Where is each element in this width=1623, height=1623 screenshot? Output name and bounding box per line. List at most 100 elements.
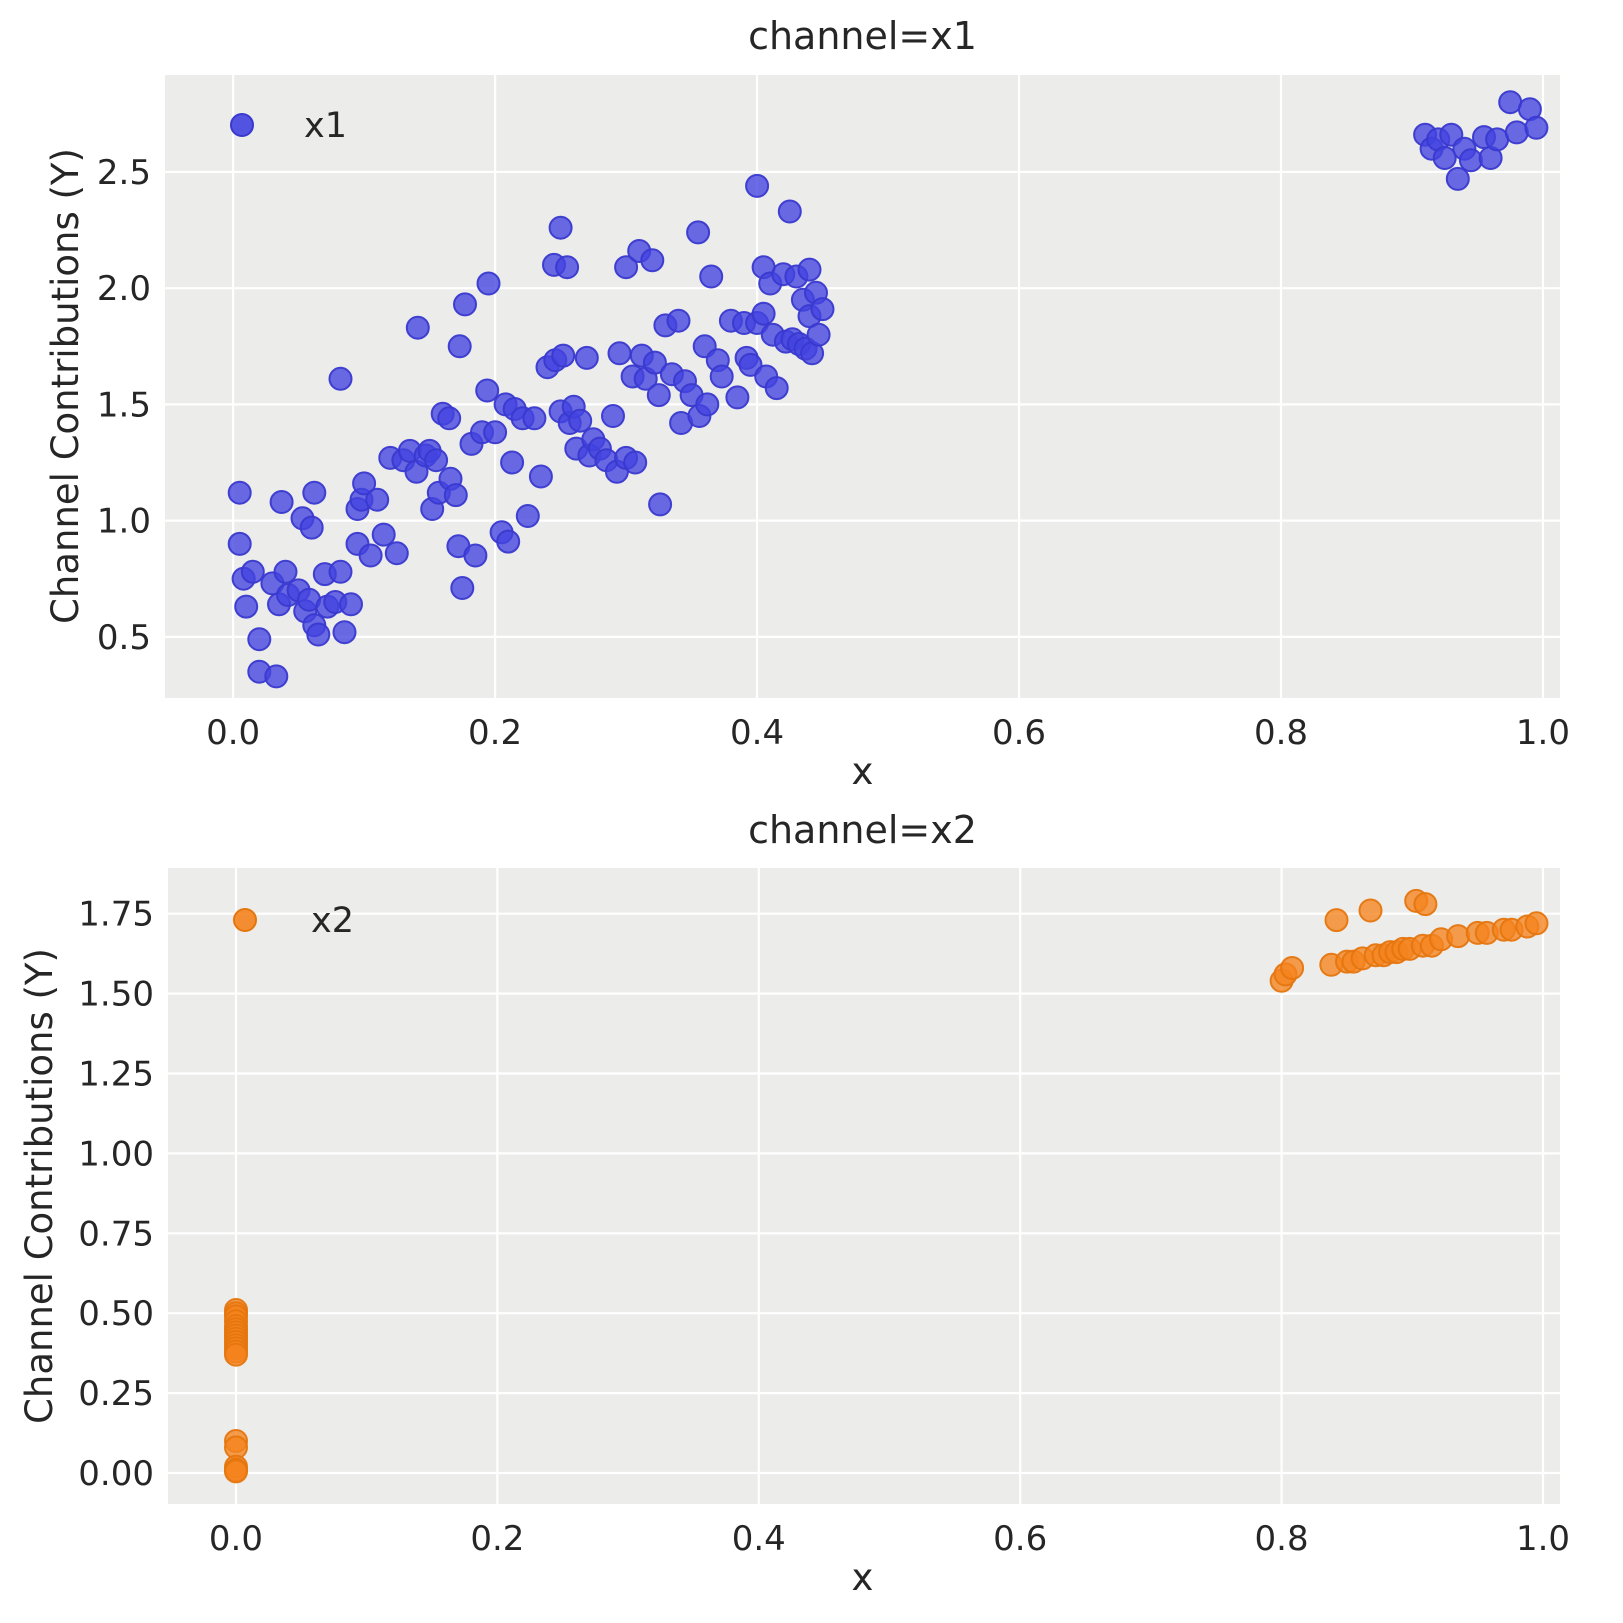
scatter-point-x1 xyxy=(450,576,475,600)
scatter-point-x1 xyxy=(352,471,377,496)
y-tick-label: 1.50 xyxy=(78,975,154,1015)
scatter-point-x1 xyxy=(447,334,472,359)
y-tick-label: 1.5 xyxy=(97,385,151,425)
scatter-point-x1 xyxy=(264,664,289,689)
scatter-point-x1 xyxy=(614,255,639,280)
scatter-point-x1 xyxy=(1498,90,1523,115)
x-tick-label: 0.8 xyxy=(1254,713,1308,753)
scatter-point-x1 xyxy=(500,450,525,475)
scatter-point-x1 xyxy=(496,529,521,554)
x-tick-label: 1.0 xyxy=(1516,713,1570,753)
scatter-point-x1 xyxy=(797,257,822,282)
y-tick-label: 0.50 xyxy=(78,1294,154,1334)
scatter-point-x1 xyxy=(269,490,294,514)
plot-area xyxy=(165,75,1560,698)
scatter-point-x1 xyxy=(522,406,547,431)
chart-title-x2: channel=x2 xyxy=(748,808,977,852)
scatter-point-x1 xyxy=(328,559,353,584)
scatter-point-x1 xyxy=(648,492,673,517)
scatter-point-x1 xyxy=(515,504,540,528)
y-tick-label: 2.5 xyxy=(97,153,151,193)
scatter-point-x1 xyxy=(623,450,648,475)
scatter-point-x1 xyxy=(695,392,720,417)
x-tick-label: 0.4 xyxy=(730,713,784,753)
scatter-point-x1 xyxy=(339,592,363,617)
scatter-point-x1 xyxy=(476,271,501,296)
scatter-point-x1 xyxy=(642,350,667,375)
scatter-point-x1 xyxy=(666,308,691,333)
scatter-point-x2 xyxy=(1280,956,1305,980)
scatter-point-x1 xyxy=(810,297,835,322)
scatter-point-x1 xyxy=(227,480,252,505)
scatter-point-x2 xyxy=(1358,898,1383,923)
scatter-point-x1 xyxy=(306,622,331,647)
y-axis-label-top: Channel Contributions (Y) xyxy=(44,148,87,624)
scatter-point-x1 xyxy=(640,248,665,273)
scatter-point-x1 xyxy=(806,322,831,347)
scatter-point-x1 xyxy=(247,627,272,652)
x-tick-label: 0.0 xyxy=(206,713,260,753)
scatter-point-x2 xyxy=(1413,892,1438,917)
scatter-point-x1 xyxy=(607,341,632,366)
scatter-point-x1 xyxy=(240,559,265,584)
y-tick-label: 1.25 xyxy=(78,1055,154,1095)
scatter-point-x1 xyxy=(751,301,776,326)
scatter-point-x1 xyxy=(528,464,553,489)
legend-marker-x2 xyxy=(233,908,257,932)
scatter-point-x2 xyxy=(1446,924,1471,949)
x-tick-label: 1.0 xyxy=(1516,1519,1570,1559)
x-axis-label-bottom: x xyxy=(851,1556,874,1599)
scatter-point-x1 xyxy=(384,541,409,566)
scatter-point-x1 xyxy=(777,199,802,224)
scatter-point-x1 xyxy=(358,543,383,568)
scatter-point-x1 xyxy=(483,420,508,445)
scatter-point-x2 xyxy=(1524,911,1549,936)
scatter-point-x1 xyxy=(725,385,750,410)
scatter-point-x1 xyxy=(1485,127,1510,152)
scatter-point-x1 xyxy=(328,366,353,391)
scatter-point-x1 xyxy=(686,220,711,245)
legend-label-x2: x2 xyxy=(311,901,354,941)
x-tick-label: 0.4 xyxy=(732,1519,786,1559)
scatter-point-x1 xyxy=(424,448,449,473)
y-tick-label: 0.25 xyxy=(78,1374,154,1414)
scatter-point-x1 xyxy=(332,620,357,645)
x-tick-label: 0.6 xyxy=(993,1519,1047,1559)
y-tick-label: 1.0 xyxy=(97,502,151,542)
scatter-point-x1 xyxy=(1458,148,1483,173)
y-tick-label: 0.75 xyxy=(78,1214,154,1254)
scatter-point-x1 xyxy=(365,487,390,512)
y-tick-label: 2.0 xyxy=(97,269,151,309)
y-tick-label: 0.00 xyxy=(78,1454,154,1494)
scatter-point-x1 xyxy=(227,531,252,556)
scatter-point-x1 xyxy=(463,543,488,568)
y-axis-label-bottom: Channel Contributions (Y) xyxy=(18,948,61,1424)
x-tick-label: 0.6 xyxy=(992,713,1046,753)
scatter-point-x2 xyxy=(224,1459,248,1484)
y-tick-label: 1.00 xyxy=(78,1134,154,1174)
x-tick-label: 0.2 xyxy=(468,713,522,753)
x-axis-label-top: x xyxy=(851,750,874,793)
y-tick-label: 1.75 xyxy=(78,895,154,935)
chart-title-x1: channel=x1 xyxy=(748,14,977,58)
x-tick-label: 0.8 xyxy=(1255,1519,1309,1559)
scatter-point-x1 xyxy=(299,515,324,540)
scatter-point-x1 xyxy=(443,483,468,508)
scatter-point-x1 xyxy=(475,378,500,403)
scatter-point-x1 xyxy=(1432,146,1457,170)
scatter-point-x2 xyxy=(1324,908,1349,933)
scatter-point-x1 xyxy=(234,594,259,619)
scatter-point-x1 xyxy=(1524,115,1549,140)
scatter-point-x1 xyxy=(437,406,462,431)
scatter-point-x1 xyxy=(745,173,770,198)
scatter-point-x1 xyxy=(601,404,625,428)
legend-marker-x1 xyxy=(230,113,254,137)
scatter-point-x1 xyxy=(764,376,789,401)
scatter-point-x1 xyxy=(574,345,599,370)
scatter-point-x1 xyxy=(551,343,576,368)
scatter-point-x1 xyxy=(302,480,327,505)
x-tick-label: 0.0 xyxy=(209,1519,263,1559)
scatter-point-x1 xyxy=(273,559,298,584)
